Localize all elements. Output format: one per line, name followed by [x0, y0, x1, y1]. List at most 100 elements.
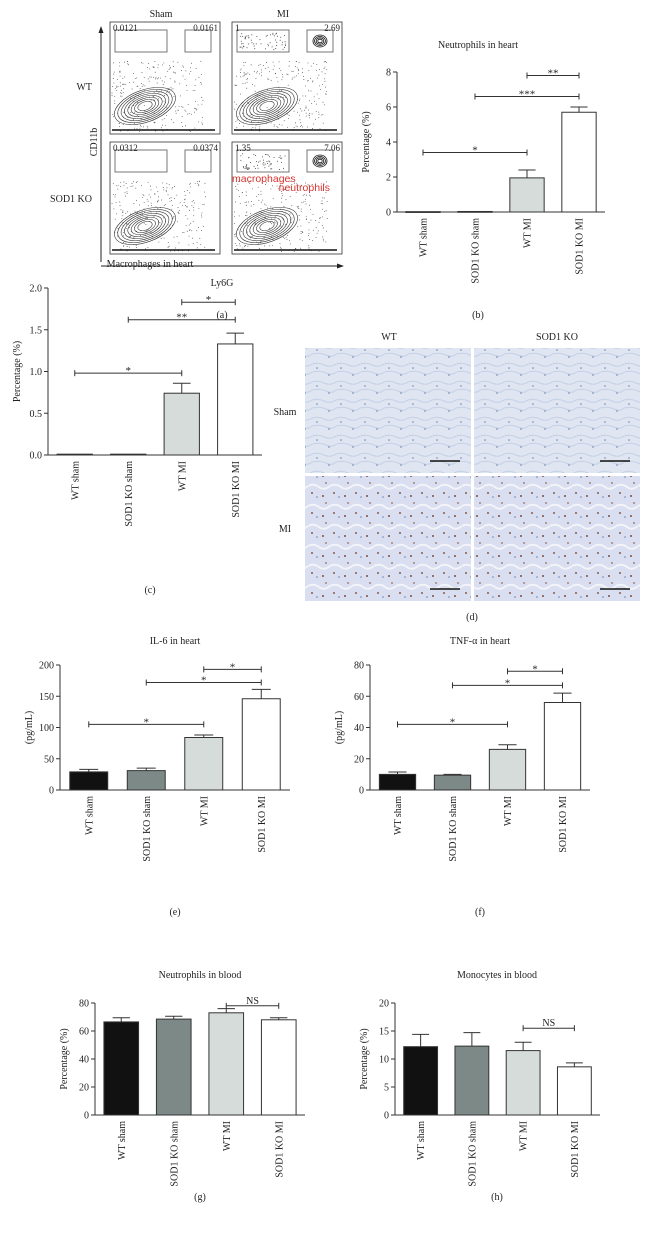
- flow-event-dot: [175, 106, 177, 108]
- flow-event-dot: [190, 113, 192, 115]
- flow-event-dot: [252, 126, 254, 128]
- flow-event-dot: [242, 247, 244, 249]
- flow-event-dot: [270, 206, 272, 208]
- flow-event-dot: [170, 197, 172, 199]
- flow-event-dot: [318, 250, 320, 252]
- flow-event-dot: [291, 183, 293, 185]
- flow-event-dot: [111, 202, 113, 204]
- flow-event-dot: [235, 185, 237, 187]
- histology-row-label-mi: MI: [279, 524, 291, 535]
- flow-event-dot: [295, 122, 296, 124]
- flow-event-dot: [322, 197, 324, 199]
- flow-event-dot: [196, 230, 198, 232]
- flow-event-dot: [305, 115, 307, 117]
- macrophage-dot: [243, 167, 245, 169]
- y-tick-label: 20: [354, 754, 364, 765]
- flow-event-dot: [305, 107, 307, 109]
- y-axis-label: (pg/mL): [24, 711, 35, 744]
- flow-event-dot: [239, 123, 241, 125]
- flow-event-dot: [305, 105, 307, 107]
- flow-event-dot: [326, 90, 328, 92]
- macrophage-dot: [242, 47, 244, 49]
- flow-event-dot: [307, 80, 308, 82]
- flow-event-dot: [300, 184, 302, 186]
- significance-label: *: [505, 677, 511, 689]
- y-tick-label: 0: [359, 786, 364, 797]
- flow-event-dot: [269, 222, 271, 223]
- flow-event-dot: [298, 215, 300, 217]
- flow-event-dot: [260, 201, 262, 203]
- flow-event-dot: [115, 185, 117, 187]
- macrophage-dot: [267, 154, 269, 156]
- flow-event-dot: [303, 189, 305, 191]
- flow-event-dot: [175, 112, 177, 114]
- flow-event-dot: [113, 82, 115, 84]
- flow-event-dot: [122, 235, 124, 237]
- x-tick-label: WT MI: [503, 796, 514, 826]
- significance-label: **: [176, 312, 187, 324]
- flow-event-dot: [239, 93, 241, 95]
- flow-event-dot: [177, 61, 179, 63]
- flow-event-dot: [312, 229, 314, 231]
- annotation-neutrophils: neutrophils: [279, 182, 330, 194]
- flow-event-dot: [136, 247, 137, 248]
- flow-event-dot: [173, 122, 175, 124]
- y-axis-label: (pg/mL): [334, 711, 345, 744]
- flow-event-dot: [146, 125, 148, 127]
- flow-event-dot: [126, 187, 128, 189]
- flow-event-dot: [114, 88, 116, 90]
- flow-event-dot: [163, 189, 165, 191]
- flow-event-dot: [236, 245, 238, 247]
- flow-event-dot: [267, 78, 269, 80]
- flow-event-dot: [161, 80, 163, 82]
- flow-event-dot: [122, 124, 124, 126]
- flow-event-dot: [291, 78, 293, 80]
- gate-value: 7.06: [324, 143, 340, 153]
- flow-event-dot: [244, 245, 246, 247]
- macrophage-dot: [280, 36, 282, 38]
- flow-event-dot: [191, 205, 193, 207]
- flow-event-dot: [280, 185, 282, 187]
- flow-event-dot: [123, 88, 125, 90]
- flow-event-dot: [153, 77, 155, 79]
- flow-event-dot: [306, 218, 307, 220]
- flow-event-dot: [242, 113, 243, 115]
- flow-event-dot: [181, 122, 183, 123]
- macrophage-dot: [240, 46, 242, 48]
- flow-event-dot: [141, 82, 142, 84]
- flow-event-dot: [300, 231, 302, 232]
- flow-event-dot: [301, 239, 303, 241]
- flow-event-dot: [204, 196, 206, 198]
- chart-title: Neutrophils in blood: [159, 970, 242, 981]
- flow-event-dot: [256, 195, 258, 197]
- flow-event-dot: [321, 216, 323, 218]
- flow-event-dot: [303, 76, 304, 78]
- flow-event-dot: [116, 86, 118, 88]
- flow-event-dot: [308, 184, 310, 186]
- flow-event-dot: [277, 91, 279, 93]
- flow-event-dot: [199, 237, 201, 239]
- bar-wt-sham: [403, 1046, 439, 1116]
- flow-event-dot: [154, 121, 156, 123]
- flow-event-dot: [198, 184, 200, 186]
- flow-event-dot: [148, 194, 150, 196]
- flow-event-dot: [300, 208, 302, 210]
- flow-event-dot: [147, 78, 149, 80]
- flow-event-dot: [292, 71, 294, 72]
- flow-event-dot: [323, 240, 325, 242]
- flow-event-dot: [324, 73, 326, 75]
- y-tick-label: 150: [39, 692, 54, 703]
- flow-event-dot: [162, 84, 164, 85]
- flow-event-dot: [157, 199, 159, 201]
- flow-event-dot: [147, 127, 149, 129]
- panel-label-c: (c): [144, 585, 155, 596]
- flow-event-dot: [136, 77, 138, 79]
- flow-event-dot: [308, 248, 310, 250]
- macrophage-dot: [278, 157, 280, 159]
- bar-wt-mi: [488, 748, 527, 791]
- flow-event-dot: [239, 202, 241, 204]
- macrophage-dot: [245, 164, 247, 166]
- flow-event-dot: [249, 73, 251, 75]
- flow-event-dot: [120, 95, 122, 97]
- flow-event-dot: [280, 97, 282, 99]
